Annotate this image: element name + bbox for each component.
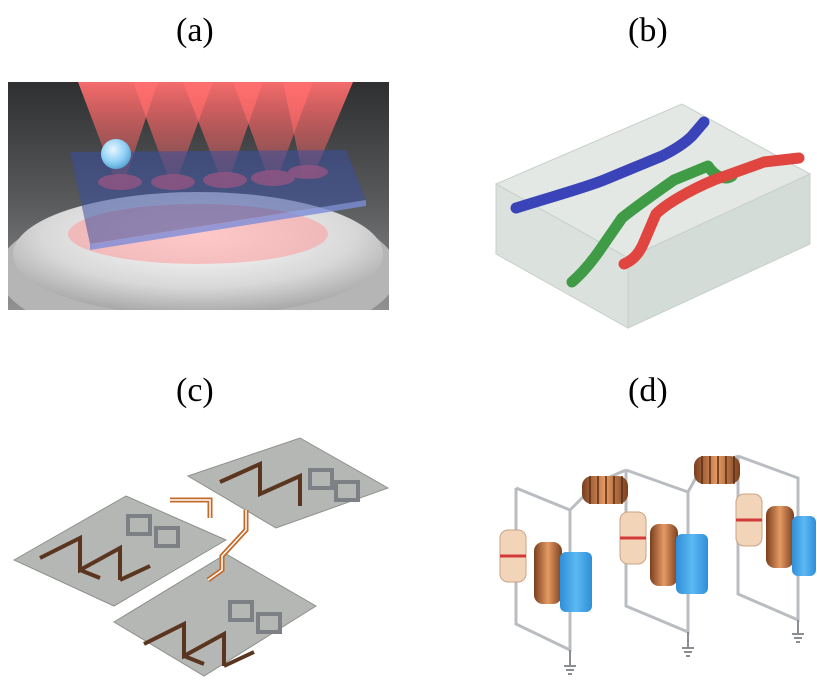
panel-d-image	[498, 444, 816, 680]
panel-label-a: (a)	[176, 12, 214, 49]
panel-label-c: (c)	[176, 372, 214, 409]
panel-c-image	[10, 430, 400, 680]
panel-label-b: (b)	[628, 12, 668, 49]
panel-label-d: (d)	[628, 372, 668, 409]
panel-b-image	[494, 76, 812, 330]
panel-a-image	[8, 82, 389, 310]
